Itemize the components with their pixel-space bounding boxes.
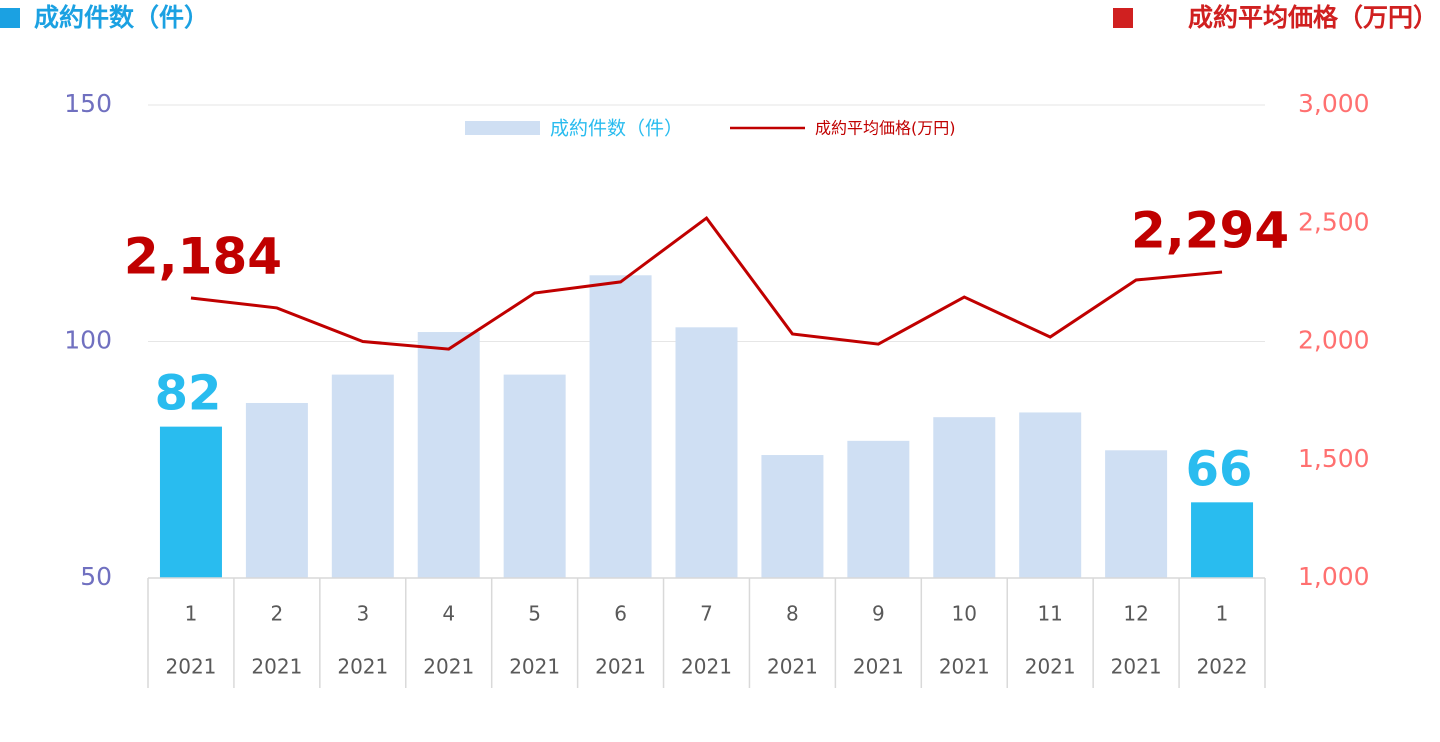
y-axis-title: 成約件数（件） xyxy=(34,3,209,32)
x-tick-label: 10 xyxy=(952,602,977,626)
x-tick-label: 8 xyxy=(786,602,799,626)
x-tick-year: 2021 xyxy=(853,655,904,679)
bar xyxy=(417,332,480,578)
x-tick-year: 2021 xyxy=(166,655,217,679)
x-tick-year: 2022 xyxy=(1197,655,1248,679)
x-tick-label: 5 xyxy=(528,602,541,626)
x-tick-label: 1 xyxy=(1216,602,1229,626)
bar xyxy=(159,426,222,578)
bar xyxy=(503,374,566,578)
legend-swatch xyxy=(465,121,540,135)
x-tick-label: 7 xyxy=(700,602,713,626)
data-label: 66 xyxy=(1186,441,1253,497)
y-tick-label: 50 xyxy=(80,562,112,591)
x-tick-label: 11 xyxy=(1037,602,1062,626)
legend-label: 成約平均価格(万円) xyxy=(815,119,956,138)
y2-tick-label: 3,000 xyxy=(1298,89,1370,118)
bar xyxy=(761,455,824,578)
bar xyxy=(1105,450,1168,578)
bar xyxy=(245,402,308,578)
x-tick-label: 9 xyxy=(872,602,885,626)
bar xyxy=(933,417,996,578)
line xyxy=(190,215,1223,351)
y-tick-label: 100 xyxy=(64,326,112,355)
y-tick-label: 150 xyxy=(64,89,112,118)
bar xyxy=(675,327,738,578)
y2-tick-label: 2,500 xyxy=(1298,207,1370,236)
x-tick-year: 2021 xyxy=(251,655,302,679)
data-label: 2,184 xyxy=(124,227,282,285)
title-square xyxy=(0,8,20,28)
bar xyxy=(1191,502,1254,578)
x-tick-year: 2021 xyxy=(1025,655,1076,679)
bar xyxy=(1019,412,1082,578)
x-tick-year: 2021 xyxy=(681,655,732,679)
x-tick-year: 2021 xyxy=(939,655,990,679)
x-tick-year: 2021 xyxy=(423,655,474,679)
x-tick-label: 6 xyxy=(614,602,627,626)
x-tick-label: 1 xyxy=(185,602,198,626)
y2-tick-label: 2,000 xyxy=(1298,326,1370,355)
y2-axis-title: 成約平均価格（万円） xyxy=(1188,3,1438,32)
x-tick-year: 2021 xyxy=(337,655,388,679)
x-tick-year: 2021 xyxy=(509,655,560,679)
x-tick-year: 2021 xyxy=(767,655,818,679)
bar xyxy=(847,440,910,578)
y2-tick-label: 1,500 xyxy=(1298,444,1370,473)
x-tick-label: 2 xyxy=(271,602,284,626)
x-tick-label: 3 xyxy=(356,602,369,626)
y2-tick-label: 1,000 xyxy=(1298,562,1370,591)
title-square xyxy=(1113,8,1133,28)
x-tick-label: 4 xyxy=(442,602,455,626)
x-tick-year: 2021 xyxy=(595,655,646,679)
bar xyxy=(331,374,394,578)
legend-label: 成約件数（件） xyxy=(550,118,683,140)
x-tick-label: 12 xyxy=(1123,602,1148,626)
data-label: 2,294 xyxy=(1131,201,1289,259)
data-label: 82 xyxy=(155,366,222,422)
x-tick-year: 2021 xyxy=(1111,655,1162,679)
bar xyxy=(589,275,652,578)
